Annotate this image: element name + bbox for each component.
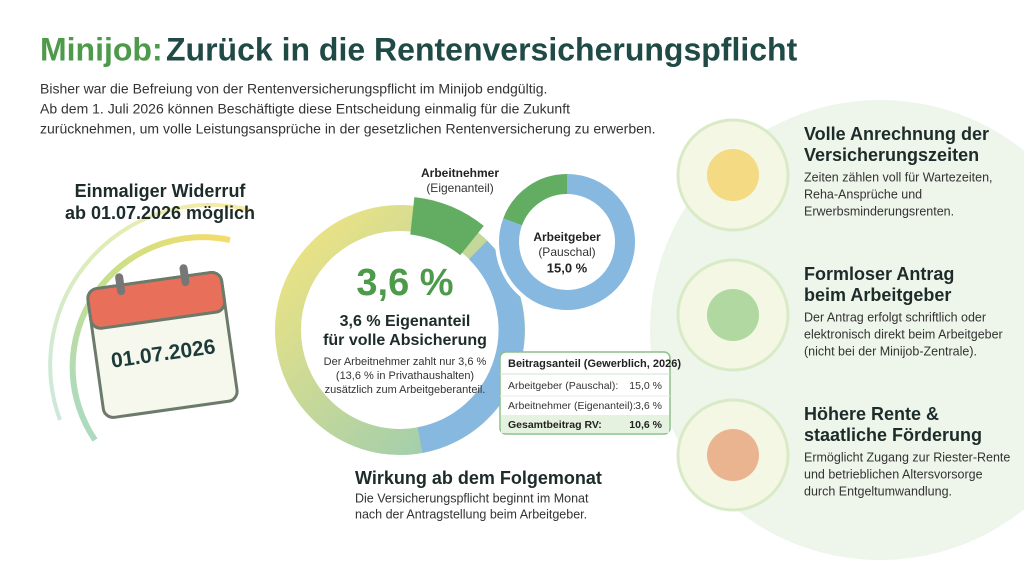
feature-icon-detail [707, 429, 759, 481]
feature-text: Der Antrag erfolgt schriftlich oder [804, 310, 986, 324]
intro-line: Ab dem 1. Juli 2026 können Beschäftigte … [40, 101, 570, 117]
feature-text: Reha-Ansprüche und [804, 187, 922, 201]
center-text: zusätzlich zum Arbeitgeberanteil. [325, 384, 486, 396]
feature-text: durch Entgeltumwandlung. [804, 484, 952, 498]
table-cell: Arbeitnehmer (Eigenanteil): [508, 400, 636, 412]
donut-label: Arbeitgeber [533, 230, 601, 244]
donut-sublabel: (Eigenanteil) [426, 181, 493, 195]
effect-heading: Wirkung ab dem Folgemonat [355, 468, 602, 488]
donut-value: 15,0 % [547, 260, 588, 275]
big-value: 3,6 % [356, 262, 453, 304]
feature-heading: staatliche Förderung [804, 425, 982, 445]
table-cell: 10,6 % [629, 419, 662, 431]
donut-label: Arbeitnehmer [421, 166, 499, 180]
center-text: (13,6 % in Privathaushalten) [336, 370, 474, 382]
table-title: Beitragsanteil (Gewerblich, 2026) [508, 358, 681, 370]
feature-heading: Versicherungszeiten [804, 145, 979, 165]
feature-heading: beim Arbeitgeber [804, 285, 951, 305]
feature-icon-detail [707, 289, 759, 341]
center-heading: 3,6 % Eigenanteil [340, 313, 471, 330]
feature-text: (nicht bei der Minijob-Zentrale). [804, 344, 977, 358]
left-heading: ab 01.07.2026 möglich [65, 203, 255, 223]
feature-text: Zeiten zählen voll für Wartezeiten, [804, 170, 993, 184]
left-heading: Einmaliger Widerruf [75, 181, 247, 201]
table-cell: 15,0 % [629, 380, 662, 392]
deco-arc [48, 202, 251, 421]
calendar: 01.07.2026 [86, 264, 239, 419]
table-cell: 3,6 % [635, 400, 662, 412]
intro-line: zurücknehmen, um volle Leistungsansprüch… [40, 121, 656, 137]
feature-text: und betrieblichen Altersvorsorge [804, 467, 983, 481]
effect-text: Die Versicherungspflicht beginnt im Mona… [355, 491, 589, 505]
title: Zurück in die Rentenversicherungspflicht [166, 31, 798, 67]
intro-line: Bisher war die Befreiung von der Rentenv… [40, 81, 547, 97]
donut-segment [499, 174, 635, 310]
donut-sublabel: (Pauschal) [538, 245, 595, 259]
feature-text: elektronisch direkt beim Arbeitgeber [804, 327, 1003, 341]
feature-text: Ermöglicht Zugang zur Riester-Rente [804, 450, 1010, 464]
feature-heading: Höhere Rente & [804, 404, 939, 424]
title-prefix: Minijob: [40, 31, 163, 67]
table-cell: Arbeitgeber (Pauschal): [508, 380, 618, 392]
table-cell: Gesamtbeitrag RV: [508, 419, 602, 431]
donut [495, 170, 639, 314]
intro: Bisher war die Befreiung von der Rentenv… [40, 81, 656, 137]
center-heading: für volle Absicherung [323, 332, 487, 349]
donut-segment [503, 174, 568, 226]
effect-text: nach der Antragstellung beim Arbeitgeber… [355, 507, 587, 521]
center-disc [304, 234, 496, 426]
center-text: Der Arbeitnehmer zahlt nur 3,6 % [324, 356, 487, 368]
feature-heading: Volle Anrechnung der [804, 124, 989, 144]
feature-icon-detail [707, 149, 759, 201]
feature-text: Erwerbsminderungsrenten. [804, 204, 954, 218]
feature-heading: Formloser Antrag [804, 264, 954, 284]
deco-segment [408, 197, 484, 261]
table: Beitragsanteil (Gewerblich, 2026) Arbeit… [499, 351, 681, 435]
